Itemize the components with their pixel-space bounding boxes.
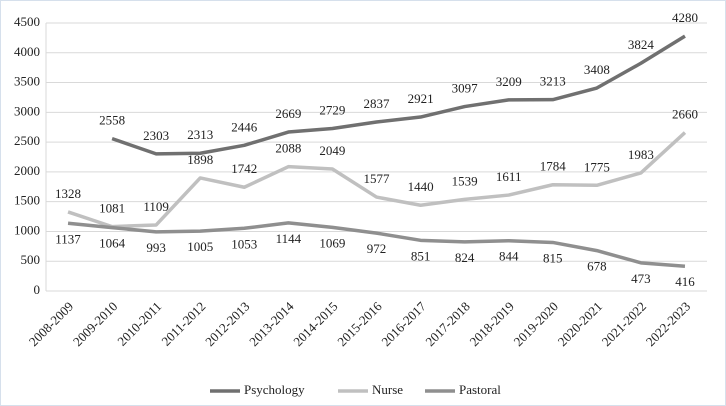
data-label: 3408 [584, 62, 610, 77]
data-label: 1137 [55, 231, 81, 246]
data-label: 2049 [319, 143, 345, 158]
legend-label: Nurse [372, 382, 403, 397]
y-tick-label: 1500 [14, 193, 40, 208]
data-label: 3209 [496, 74, 522, 89]
data-label: 1109 [143, 199, 169, 214]
data-label: 1898 [187, 152, 213, 167]
data-label: 824 [455, 250, 475, 265]
data-label: 844 [499, 249, 519, 264]
data-label: 1577 [364, 171, 391, 186]
series-line [67, 131, 687, 229]
data-label: 2837 [364, 96, 391, 111]
data-label: 2313 [187, 127, 213, 142]
data-label: 2729 [319, 102, 345, 117]
data-label: 1064 [99, 236, 126, 251]
data-label: 851 [411, 248, 431, 263]
data-label: 1611 [496, 169, 522, 184]
data-label: 416 [675, 274, 695, 289]
series-line [67, 221, 686, 268]
legend-label: Psychology [244, 382, 305, 397]
y-tick-label: 3000 [14, 103, 40, 118]
data-label: 678 [587, 259, 607, 274]
data-label: 1053 [231, 236, 257, 251]
data-label: 972 [367, 241, 387, 256]
y-tick-label: 4500 [14, 14, 40, 29]
data-label: 1328 [55, 186, 81, 201]
data-label: 3824 [628, 37, 655, 52]
y-tick-label: 4000 [14, 44, 40, 59]
y-tick-label: 0 [34, 282, 41, 297]
data-label: 2558 [99, 113, 125, 128]
y-tick-label: 500 [21, 252, 41, 267]
data-label: 4280 [672, 10, 698, 25]
data-label: 1144 [276, 231, 302, 246]
data-label: 1440 [408, 179, 434, 194]
data-label: 1539 [452, 173, 478, 188]
data-label: 1742 [231, 161, 257, 176]
data-label: 473 [631, 271, 651, 286]
data-label: 1005 [187, 239, 213, 254]
legend-label: Pastoral [459, 382, 501, 397]
data-label: 2669 [275, 106, 301, 121]
data-label: 1784 [540, 159, 567, 174]
data-label: 2303 [143, 128, 169, 143]
series-line [111, 34, 686, 156]
data-label: 1983 [628, 147, 654, 162]
data-label: 1069 [319, 235, 345, 250]
data-label: 815 [543, 250, 563, 265]
data-label: 1081 [99, 201, 125, 216]
data-label: 3213 [540, 74, 566, 89]
y-tick-label: 2000 [14, 163, 40, 178]
data-label: 1775 [584, 159, 610, 174]
data-label: 2660 [672, 107, 698, 122]
data-label: 2921 [408, 91, 434, 106]
y-tick-label: 1000 [14, 222, 40, 237]
y-tick-label: 3500 [14, 74, 40, 89]
data-label: 2446 [231, 119, 258, 134]
y-tick-label: 2500 [14, 133, 40, 148]
data-label: 2088 [275, 141, 301, 156]
data-label: 993 [146, 240, 166, 255]
data-label: 3097 [452, 81, 479, 96]
